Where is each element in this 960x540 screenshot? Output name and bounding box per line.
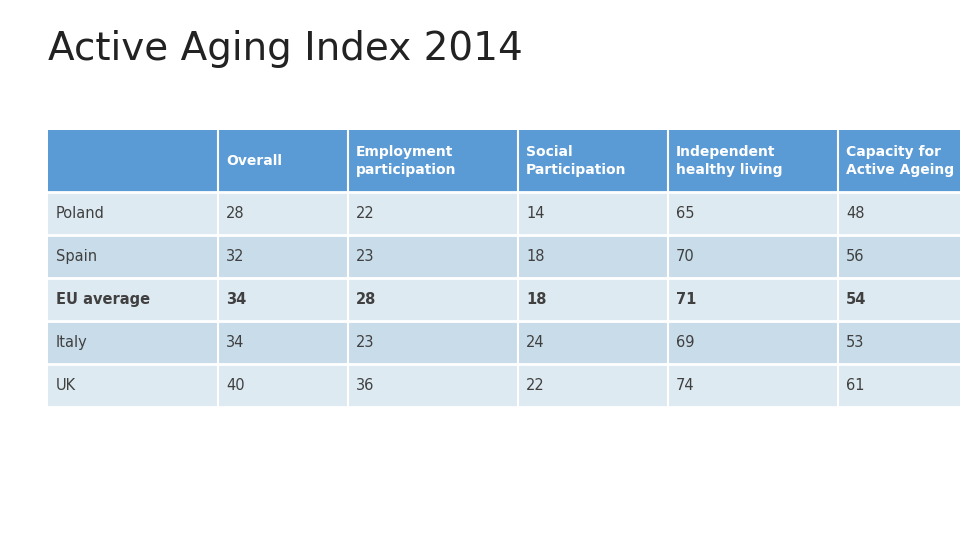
- Text: 22: 22: [356, 206, 374, 221]
- Text: 65: 65: [676, 206, 694, 221]
- Text: 18: 18: [526, 292, 546, 307]
- Text: 34: 34: [226, 335, 245, 350]
- Text: Overall: Overall: [226, 154, 282, 168]
- Text: Poland: Poland: [56, 206, 105, 221]
- Text: 23: 23: [356, 249, 374, 264]
- Text: 34: 34: [226, 292, 247, 307]
- Text: Social
Participation: Social Participation: [526, 145, 627, 177]
- Text: 24: 24: [526, 335, 544, 350]
- Text: 70: 70: [676, 249, 695, 264]
- Text: EU average: EU average: [56, 292, 150, 307]
- Text: Independent
healthy living: Independent healthy living: [676, 145, 782, 177]
- Text: 22: 22: [526, 378, 544, 393]
- Text: 69: 69: [676, 335, 694, 350]
- Text: 14: 14: [526, 206, 544, 221]
- Text: 23: 23: [356, 335, 374, 350]
- Text: 71: 71: [676, 292, 696, 307]
- Text: Spain: Spain: [56, 249, 97, 264]
- Text: 32: 32: [226, 249, 245, 264]
- Text: 36: 36: [356, 378, 374, 393]
- Text: UK: UK: [56, 378, 76, 393]
- Text: 28: 28: [356, 292, 376, 307]
- Text: 40: 40: [226, 378, 245, 393]
- Text: 56: 56: [846, 249, 865, 264]
- Text: 54: 54: [846, 292, 866, 307]
- Text: 48: 48: [846, 206, 865, 221]
- Text: Active Aging Index 2014: Active Aging Index 2014: [48, 30, 523, 68]
- Text: 53: 53: [846, 335, 864, 350]
- Text: 28: 28: [226, 206, 245, 221]
- Text: 74: 74: [676, 378, 695, 393]
- Text: Capacity for
Active Ageing: Capacity for Active Ageing: [846, 145, 954, 177]
- Text: Italy: Italy: [56, 335, 87, 350]
- Text: Employment
participation: Employment participation: [356, 145, 457, 177]
- Text: 61: 61: [846, 378, 865, 393]
- Text: 18: 18: [526, 249, 544, 264]
